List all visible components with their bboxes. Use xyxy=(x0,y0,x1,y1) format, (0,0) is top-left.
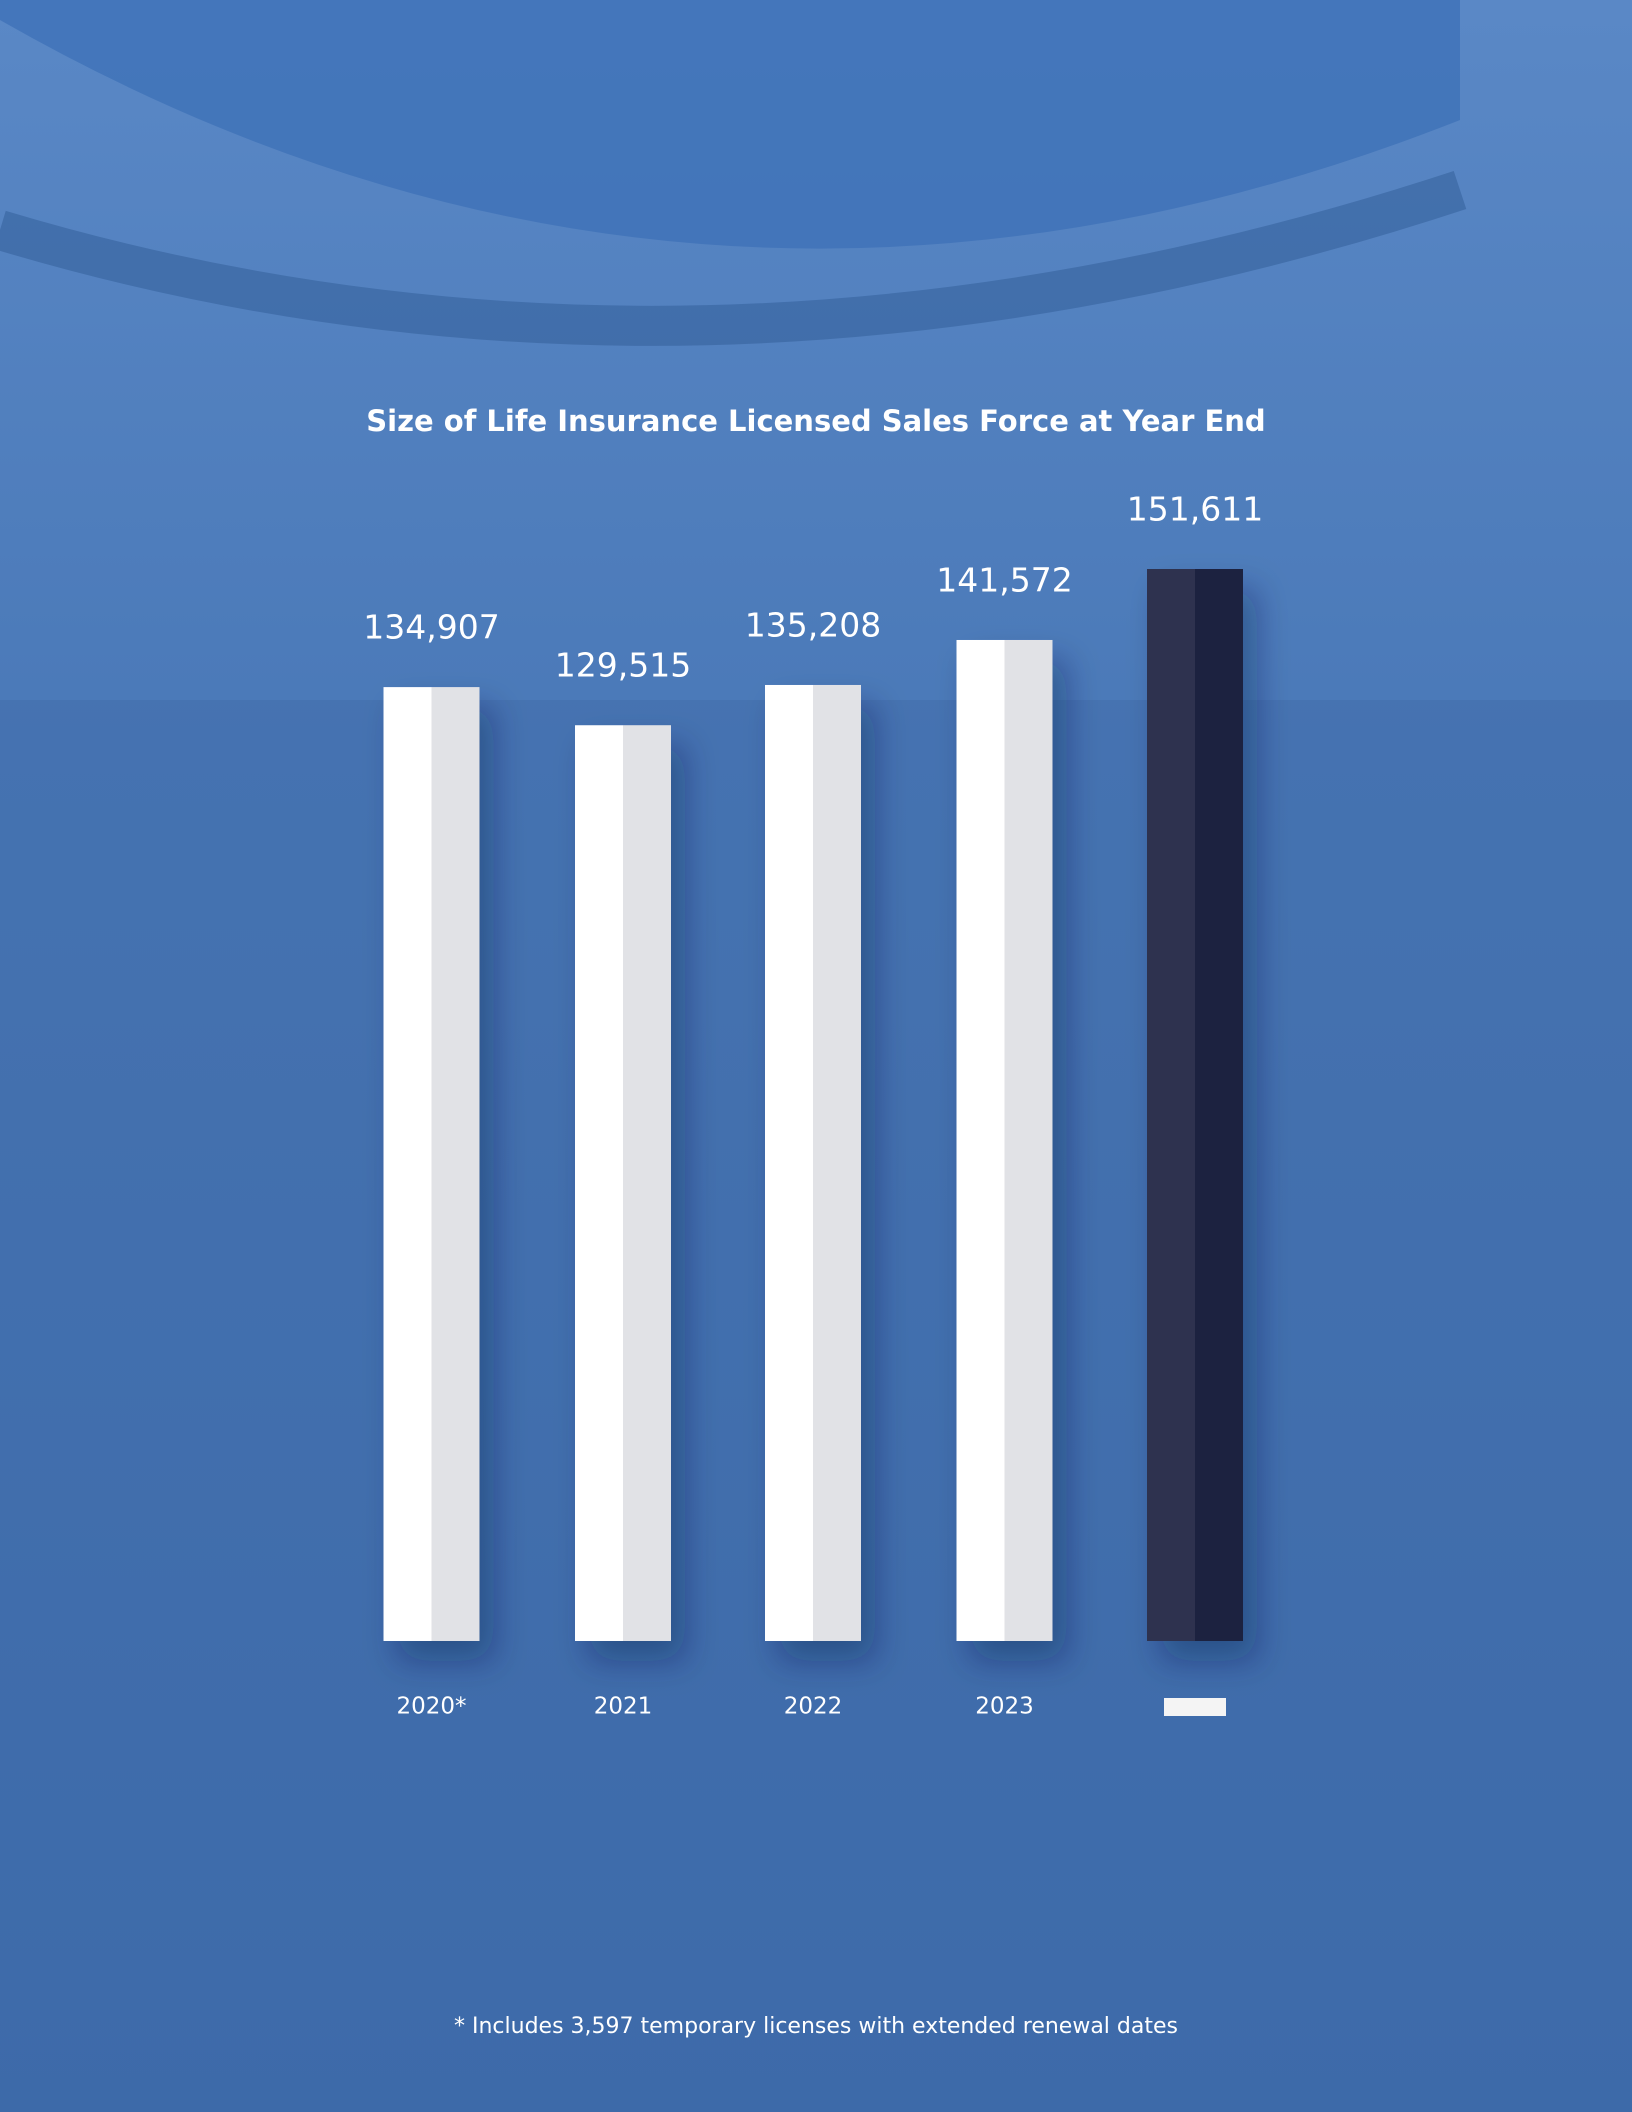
x-tick-label: 2021 xyxy=(594,1694,653,1720)
footnote: * Includes 3,597 temporary licenses with… xyxy=(454,2014,1178,2039)
value-label: 135,208 xyxy=(745,605,881,644)
x-tick-label: 2022 xyxy=(784,1694,843,1720)
value-label: 134,907 xyxy=(363,608,499,647)
bar-group xyxy=(957,640,1053,1641)
bar-group xyxy=(765,685,861,1641)
x-tick-placeholder xyxy=(1164,1698,1226,1716)
value-label: 129,515 xyxy=(555,646,691,685)
x-tick-label: 2023 xyxy=(975,1694,1034,1720)
x-tick-label: 2020* xyxy=(396,1694,466,1720)
bar-shade xyxy=(1195,569,1243,1641)
bar-group xyxy=(1147,569,1243,1641)
bar-shade xyxy=(1005,640,1053,1641)
bar-group xyxy=(384,687,480,1641)
value-label: 141,572 xyxy=(936,560,1072,599)
page: Size of Life Insurance Licensed Sales Fo… xyxy=(0,0,1632,2112)
chart: Size of Life Insurance Licensed Sales Fo… xyxy=(0,0,1632,2112)
chart-title: Size of Life Insurance Licensed Sales Fo… xyxy=(366,404,1265,438)
bar-shade xyxy=(813,685,861,1641)
value-label: 151,611 xyxy=(1127,490,1263,529)
bar-shade xyxy=(623,725,671,1641)
bar-group xyxy=(575,725,671,1641)
bar-shade xyxy=(432,687,480,1641)
